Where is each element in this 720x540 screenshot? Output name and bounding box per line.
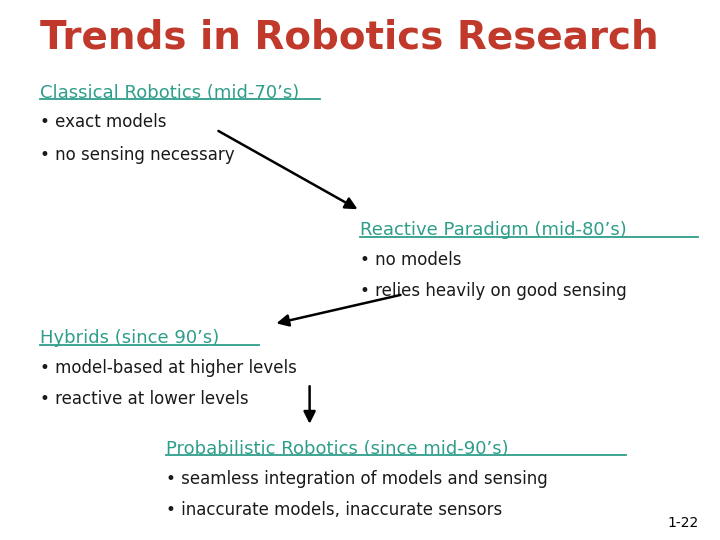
- Text: Classical Robotics (mid-70’s): Classical Robotics (mid-70’s): [40, 84, 299, 102]
- Text: Hybrids (since 90’s): Hybrids (since 90’s): [40, 329, 219, 347]
- Text: 1-22: 1-22: [667, 516, 698, 530]
- Text: • exact models: • exact models: [40, 113, 166, 131]
- Text: • reactive at lower levels: • reactive at lower levels: [40, 390, 248, 408]
- Text: • no models: • no models: [360, 251, 462, 269]
- Text: • no sensing necessary: • no sensing necessary: [40, 146, 234, 164]
- Text: Reactive Paradigm (mid-80’s): Reactive Paradigm (mid-80’s): [360, 221, 626, 239]
- Text: Probabilistic Robotics (since mid-90’s): Probabilistic Robotics (since mid-90’s): [166, 440, 508, 458]
- Text: • inaccurate models, inaccurate sensors: • inaccurate models, inaccurate sensors: [166, 501, 502, 519]
- Text: Trends in Robotics Research: Trends in Robotics Research: [40, 19, 658, 57]
- Text: • relies heavily on good sensing: • relies heavily on good sensing: [360, 282, 626, 300]
- Text: • model-based at higher levels: • model-based at higher levels: [40, 359, 297, 377]
- Text: • seamless integration of models and sensing: • seamless integration of models and sen…: [166, 470, 547, 488]
